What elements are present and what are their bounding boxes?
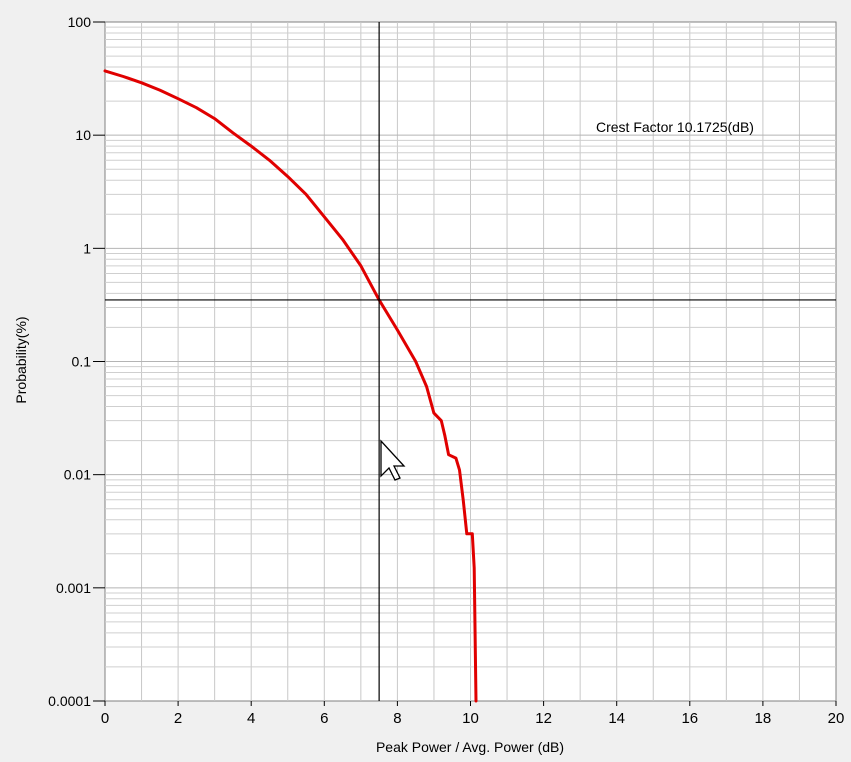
- mouse-pointer-icon: [380, 439, 406, 481]
- x-tick-label: 14: [608, 710, 625, 727]
- x-tick-label: 0: [101, 710, 109, 727]
- y-tick-label: 0.0001: [48, 693, 91, 709]
- x-tick-label: 12: [535, 710, 552, 727]
- crest-factor-annotation: Crest Factor 10.1725(dB): [596, 119, 754, 135]
- x-tick-label: 2: [174, 710, 182, 727]
- ccdf-series-line: [103, 69, 478, 703]
- y-tick-label: 0.1: [72, 354, 92, 370]
- cursor-lines[interactable]: [105, 22, 836, 701]
- y-tick-label: 100: [68, 14, 92, 30]
- y-tick-label: 0.001: [56, 580, 91, 596]
- axis-ticks: 0 2 4 6 8 10 12 14 16 18 20 100 10 1 0.1 0.01 0.001 0.000…: [48, 14, 844, 727]
- x-tick-label: 4: [247, 710, 255, 727]
- x-tick-label: 8: [393, 710, 401, 727]
- y-tick-label: 1: [83, 240, 91, 256]
- grid-lines: [105, 22, 836, 701]
- x-tick-label: 10: [462, 710, 479, 727]
- x-tick-label: 6: [320, 710, 328, 727]
- y-tick-label: 10: [75, 127, 91, 143]
- y-tick-label: 0.01: [64, 467, 91, 483]
- x-tick-label: 18: [755, 710, 772, 727]
- x-tick-label: 20: [828, 710, 845, 727]
- x-axis-label: Peak Power / Avg. Power (dB): [376, 739, 564, 755]
- x-tick-label: 16: [681, 710, 698, 727]
- series-layer: [103, 69, 478, 703]
- y-axis-label: Probability(%): [13, 316, 29, 403]
